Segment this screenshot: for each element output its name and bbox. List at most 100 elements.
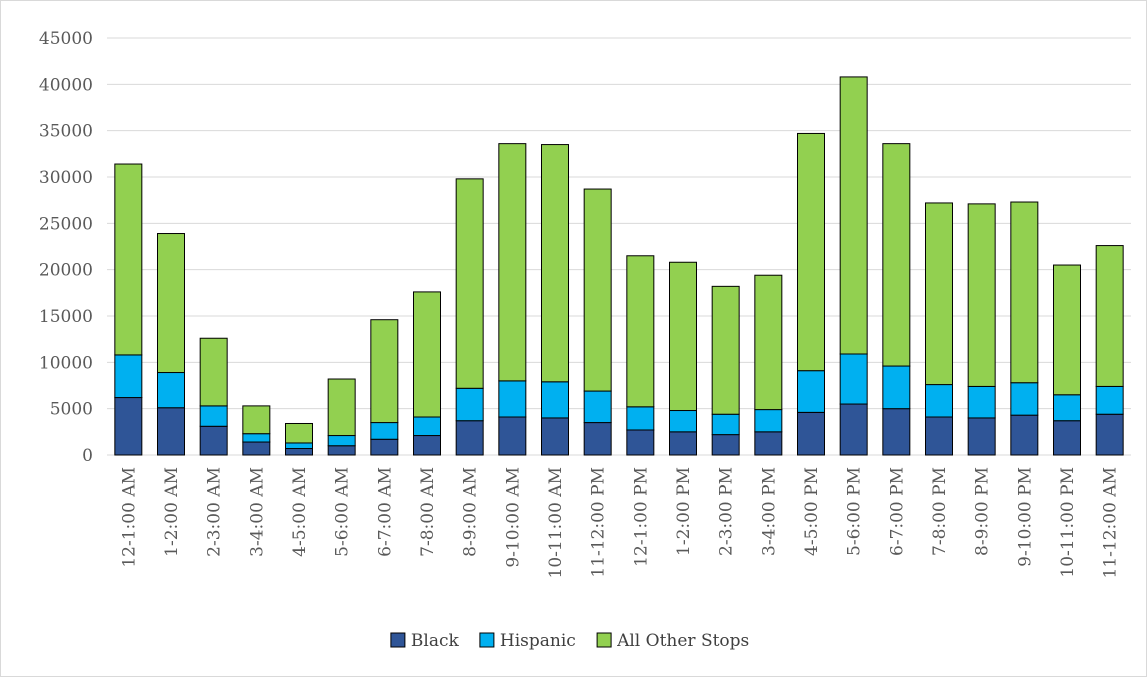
bar-all-other-stops — [157, 233, 185, 374]
x-axis-ticks: 12-1:00 AM 1-2:00 AM 2-3:00 AM 3-4:00 AM 4-5… — [119, 467, 1120, 578]
bar-all-other-stops — [967, 203, 996, 387]
bar-hispanic — [711, 413, 740, 436]
y-axis-ticks: 0 5000 10000 15000 20000 25000 30000 35000 40000… — [39, 29, 93, 466]
bar-all-other-stops — [797, 132, 825, 372]
y-tick-label: 25000 — [39, 214, 93, 234]
bar-all-other-stops — [1010, 201, 1039, 384]
bar-hispanic — [285, 442, 313, 450]
bar-hispanic — [498, 380, 527, 418]
x-tick-label: 6-7:00 AM — [375, 467, 395, 557]
bar-black — [1053, 420, 1081, 456]
bar-black — [327, 445, 356, 456]
bar-hispanic — [669, 410, 697, 433]
legend-swatch — [596, 632, 612, 648]
bar-hispanic — [199, 405, 228, 427]
bar-black — [583, 422, 612, 456]
x-tick-label: 9-10:00 AM — [503, 467, 523, 568]
bar-hispanic — [797, 370, 825, 413]
y-tick-label: 45000 — [39, 29, 93, 49]
bar-black — [882, 408, 911, 456]
bar-hispanic — [327, 435, 356, 447]
bar-hispanic — [242, 433, 271, 443]
bar-all-other-stops — [583, 188, 612, 392]
x-tick-label: 11-12:00 AM — [1101, 467, 1121, 578]
x-tick-label: 9-10:00 PM — [1015, 467, 1035, 567]
legend-label: All Other Stops — [616, 631, 749, 651]
bar-black — [711, 434, 740, 456]
x-tick-label: 7-8:00 PM — [930, 467, 950, 556]
bar-hispanic — [967, 385, 996, 419]
x-tick-label: 7-8:00 AM — [418, 467, 438, 557]
bar-black — [242, 441, 271, 456]
bar-black — [541, 417, 569, 456]
bar-hispanic — [370, 422, 399, 440]
bar-hispanic — [754, 409, 783, 433]
bar-all-other-stops — [242, 405, 271, 435]
x-tick-label: 12-1:00 PM — [631, 467, 651, 567]
bar-all-other-stops — [285, 422, 313, 444]
legend-label: Hispanic — [500, 631, 576, 651]
x-tick-label: 3-4:00 AM — [247, 467, 267, 557]
bar-black — [157, 407, 185, 456]
x-tick-label: 2-3:00 PM — [717, 467, 737, 556]
bar-all-other-stops — [626, 255, 655, 408]
bar-black — [1095, 413, 1124, 456]
bar-all-other-stops — [498, 143, 527, 382]
y-tick-label: 15000 — [39, 307, 93, 327]
bar-black — [797, 411, 825, 456]
bar-black — [925, 416, 953, 456]
x-tick-label: 4-5:00 PM — [802, 467, 822, 556]
bar-hispanic — [541, 381, 569, 419]
x-tick-label: 1-2:00 AM — [162, 467, 182, 557]
bar-black — [967, 417, 996, 456]
bar-black — [455, 420, 484, 456]
x-tick-label: 5-6:00 PM — [845, 467, 865, 556]
bar-all-other-stops — [370, 319, 399, 424]
bar-all-other-stops — [114, 163, 143, 356]
x-tick-label: 3-4:00 PM — [759, 467, 779, 556]
bar-black — [413, 435, 441, 456]
bar-hispanic — [583, 390, 612, 424]
bar-all-other-stops — [882, 143, 911, 367]
bar-all-other-stops — [925, 202, 953, 386]
bar-black — [285, 448, 313, 456]
x-tick-label: 10-11:00 AM — [546, 467, 566, 578]
y-tick-label: 30000 — [39, 168, 93, 188]
y-tick-label: 20000 — [39, 261, 93, 281]
bar-black — [626, 429, 655, 456]
bar-all-other-stops — [327, 378, 356, 437]
bar-black — [839, 403, 868, 456]
legend-label: Black — [411, 631, 460, 651]
y-tick-label: 35000 — [39, 122, 93, 142]
y-tick-label: 10000 — [39, 353, 93, 373]
gridlines — [107, 37, 1131, 456]
bar-all-other-stops — [541, 144, 569, 383]
legend-swatch — [479, 632, 495, 648]
bar-black — [370, 438, 399, 456]
x-tick-label: 8-9:00 PM — [973, 467, 993, 556]
bar-black — [498, 416, 527, 456]
bar-hispanic — [1095, 385, 1124, 415]
legend-swatch — [390, 632, 406, 648]
bar-all-other-stops — [754, 274, 783, 411]
x-tick-label: 5-6:00 AM — [333, 467, 353, 557]
x-tick-label: 4-5:00 AM — [290, 467, 310, 557]
y-tick-label: 0 — [82, 446, 93, 466]
bar-black — [199, 425, 228, 456]
bar-hispanic — [626, 406, 655, 431]
bar-hispanic — [157, 372, 185, 409]
bar-all-other-stops — [455, 178, 484, 389]
bar-hispanic — [839, 353, 868, 405]
bar-hispanic — [413, 416, 441, 437]
y-tick-label: 40000 — [39, 75, 93, 95]
bar-hispanic — [1010, 382, 1039, 416]
bar-black — [114, 397, 143, 456]
legend: Black Hispanic All Other Stops — [390, 631, 749, 651]
bar-all-other-stops — [839, 76, 868, 355]
x-tick-label: 10-11:00 PM — [1058, 467, 1078, 578]
bar-hispanic — [455, 387, 484, 422]
x-tick-label: 6-7:00 PM — [887, 467, 907, 556]
bar-black — [754, 431, 783, 456]
